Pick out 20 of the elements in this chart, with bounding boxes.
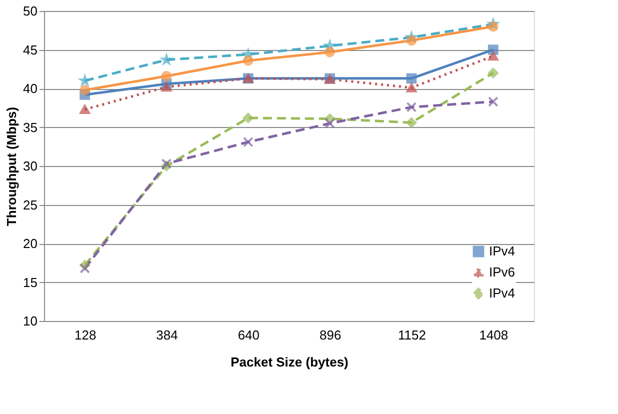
x-axis-title: Packet Size (bytes) bbox=[230, 354, 348, 370]
y-tick-label: 50 bbox=[23, 4, 38, 18]
x-tick-label: 384 bbox=[156, 328, 178, 342]
y-tick-label: 30 bbox=[23, 158, 38, 174]
y-tick-label: 35 bbox=[23, 120, 38, 135]
y-axis-title: Throughput (Mbps) bbox=[4, 106, 20, 226]
y-tick-label: 10 bbox=[23, 314, 38, 328]
x-tick-label: 1152 bbox=[398, 328, 426, 342]
legend-label: IPv4 bbox=[489, 244, 516, 258]
y-tick-label: 40 bbox=[23, 81, 38, 96]
y-tick-label: 15 bbox=[23, 274, 38, 290]
x-tick-label: 640 bbox=[238, 328, 260, 342]
x-tick-label: 128 bbox=[74, 328, 96, 342]
y-tick-label: 20 bbox=[23, 236, 38, 251]
y-tick-label: 45 bbox=[23, 42, 38, 58]
x-tick-label: 1408 bbox=[479, 328, 508, 342]
legend-label: IPv4 bbox=[489, 286, 516, 300]
y-tick-label: 25 bbox=[23, 197, 38, 212]
x-tick-label: 896 bbox=[319, 328, 342, 342]
legend-label: IPv6 bbox=[489, 264, 516, 280]
